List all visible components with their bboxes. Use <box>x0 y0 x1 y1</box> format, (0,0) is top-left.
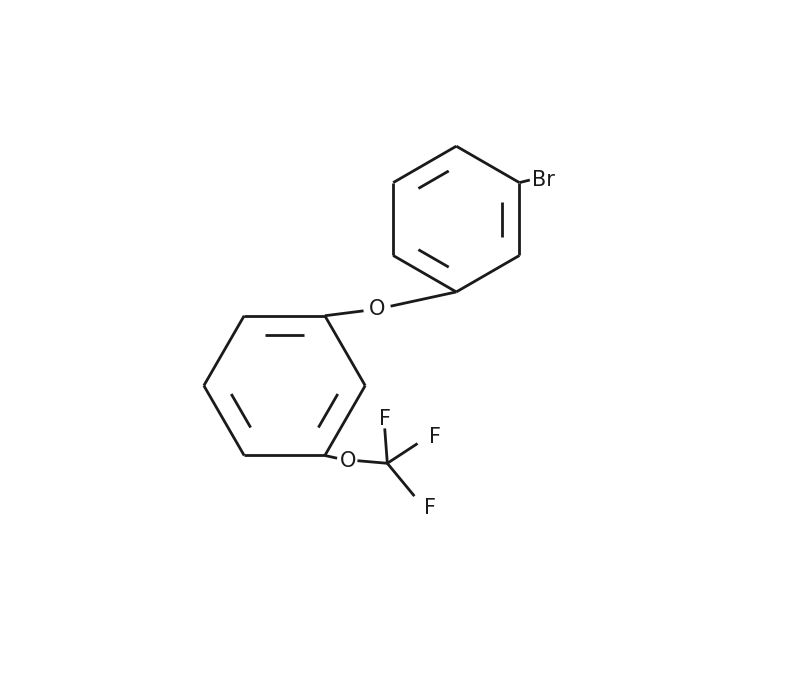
Text: Br: Br <box>532 170 555 190</box>
Text: O: O <box>340 451 356 470</box>
Text: F: F <box>423 498 435 518</box>
Text: F: F <box>378 409 390 429</box>
Text: F: F <box>429 427 440 448</box>
Text: O: O <box>369 299 385 319</box>
